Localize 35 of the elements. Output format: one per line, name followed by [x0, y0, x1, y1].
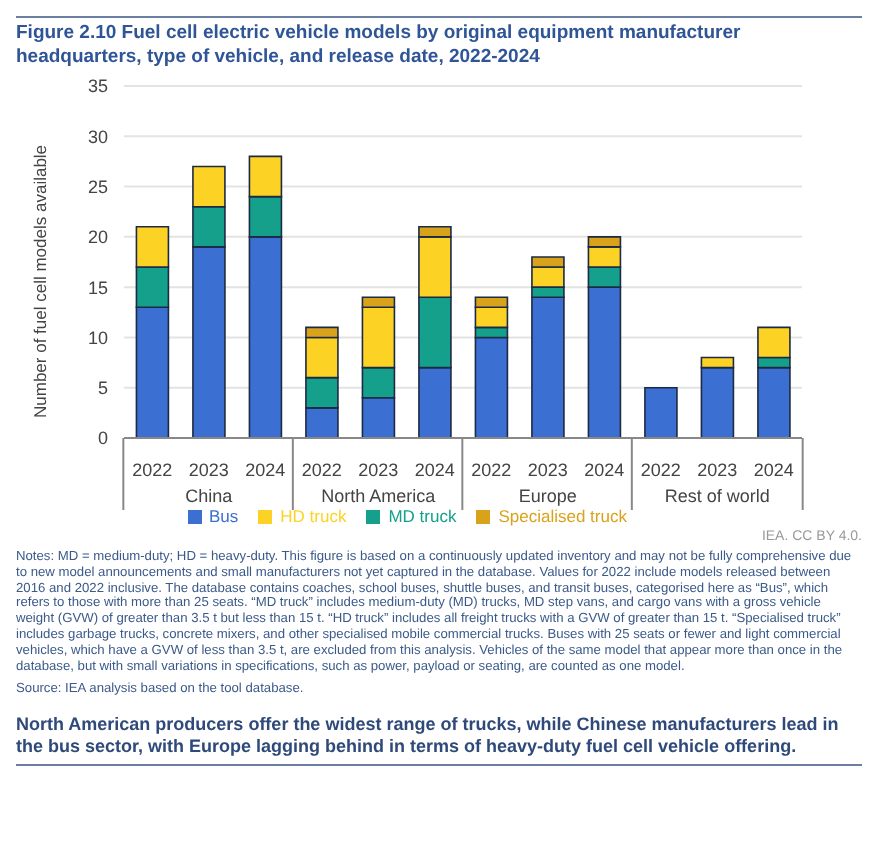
- y-tick-label: 0: [97, 427, 108, 448]
- legend-label: MD truck: [388, 505, 457, 526]
- legend-label: Bus: [209, 505, 239, 526]
- bar: [644, 386, 678, 438]
- text: Europe: [518, 485, 577, 506]
- x-tick-label: 2024: [584, 459, 625, 480]
- y-tick-label: 10: [87, 327, 108, 348]
- text: North American producers offer the widest range of trucks, while Chinese manufacturers lead in the bus sector, with Europe lagging behind in terms of heavy-duty fuel cell vehicle offering.: [16, 713, 862, 767]
- legend-label: HD truck: [280, 505, 347, 526]
- x-tick-label: 2023: [527, 459, 568, 480]
- y-tick-label: 5: [97, 377, 108, 398]
- x-tick-label: 2024: [753, 459, 794, 480]
- x-tick-label: 2022: [301, 459, 342, 480]
- x-tick-label: 2023: [188, 459, 229, 480]
- text: Rest of world: [664, 485, 770, 506]
- bar: [531, 295, 565, 438]
- y-tick-label: 15: [87, 277, 108, 298]
- x-tick-label: 2024: [414, 459, 455, 480]
- text: North America: [321, 485, 436, 506]
- x-tick-label: 2022: [132, 459, 173, 480]
- text: China: [185, 485, 233, 506]
- x-tick-label: 2022: [471, 459, 512, 480]
- y-axis-title: Number of fuel cell models available: [30, 143, 51, 418]
- y-tick-label: 20: [87, 226, 108, 247]
- y-tick-label: 25: [87, 176, 108, 197]
- bar: [757, 366, 791, 438]
- chart-title: Figure 2.10 Fuel cell electric vehicle models by original equipment manufacturer headquarters, type of vehicle, and release date, 2022-2024: [16, 22, 862, 70]
- legend-label: Specialised truck: [498, 505, 627, 526]
- y-tick-label: 35: [87, 75, 108, 96]
- bar: [474, 336, 509, 438]
- x-tick-label: 2023: [697, 459, 738, 480]
- x-tick-label: 2023: [358, 459, 399, 480]
- x-tick-label: 2022: [640, 459, 681, 480]
- x-tick-label: 2024: [245, 459, 286, 480]
- y-tick-label: 30: [87, 126, 108, 147]
